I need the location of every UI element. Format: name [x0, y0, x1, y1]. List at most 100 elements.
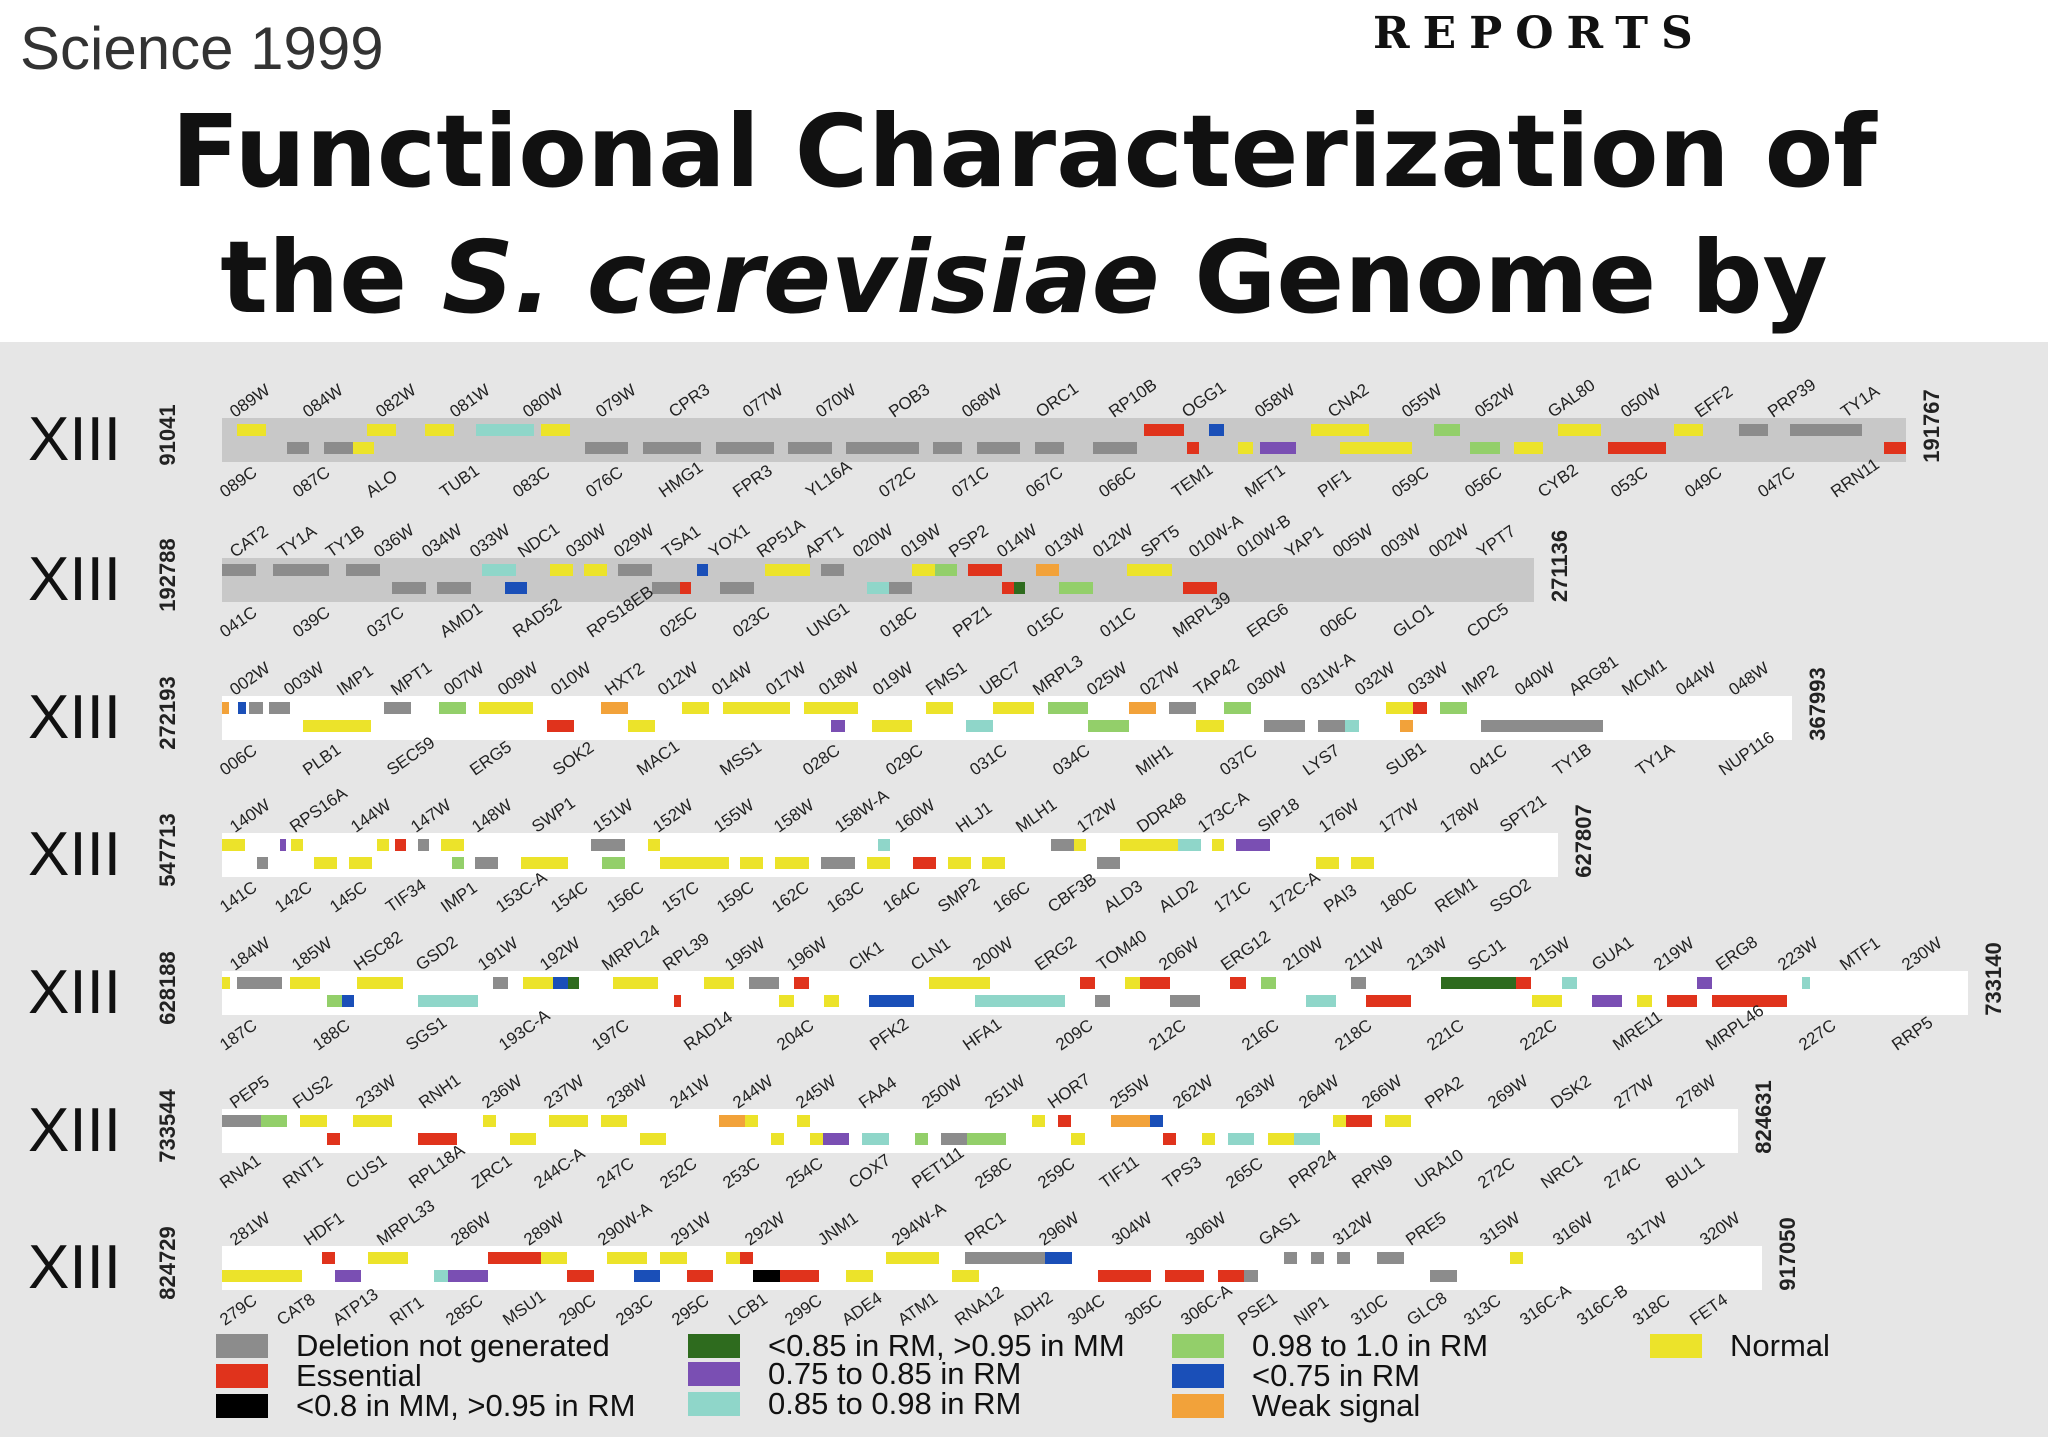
gene-segment: [1332, 1115, 1346, 1127]
gene-segment: [452, 857, 464, 869]
gene-segment: [1036, 564, 1059, 576]
gene-segment: [648, 839, 660, 851]
gene-label-top: HXT2: [601, 658, 648, 700]
gene-segment: [913, 857, 937, 869]
gene-label-top: 013W: [1041, 520, 1089, 562]
start-coordinate: 733544: [155, 1089, 180, 1163]
gene-segment: [348, 857, 372, 869]
gene-label-top: 003W: [279, 658, 328, 700]
legend-swatch: [688, 1392, 740, 1416]
legend-item: 0.98 to 1.0 in RM: [1172, 1328, 1488, 1364]
gene-segment: [1034, 442, 1064, 454]
gene-label-top: 219W: [1650, 933, 1698, 975]
gene-label-bottom: TUB1: [435, 460, 483, 502]
gene-label-bottom: 171C: [1210, 877, 1255, 917]
gene-label-top: GAS1: [1255, 1207, 1304, 1250]
gene-label-bottom: 087C: [289, 462, 334, 502]
gene-segment: [248, 1270, 302, 1282]
gene-label-bottom: 197C: [587, 1015, 632, 1055]
gene-label-top: 317W: [1622, 1208, 1671, 1250]
gene-label-top: 191W: [473, 933, 522, 975]
gene-segment: [1608, 442, 1667, 454]
gene-segment: [384, 702, 412, 714]
gene-segment: [447, 1270, 488, 1282]
gene-segment: [1230, 977, 1246, 989]
gene-segment: [673, 995, 682, 1007]
gene-label-top: 211W: [1340, 934, 1388, 975]
gene-label-top: 277W: [1609, 1071, 1658, 1113]
gene-label-top: 315W: [1475, 1208, 1524, 1250]
gene-label-bottom: 222C: [1516, 1015, 1561, 1055]
gene-label-top: MRPL33: [373, 1195, 439, 1250]
gene-label-bottom: 204C: [773, 1015, 818, 1055]
gene-label-top: 010W-A: [1185, 510, 1247, 562]
gene-label-top: 306W: [1181, 1208, 1230, 1250]
gene-segment: [1310, 424, 1369, 436]
gene-segment: [965, 1252, 1046, 1264]
gene-label-top: 158W-A: [831, 785, 893, 837]
gene-segment: [367, 424, 397, 436]
gene-segment: [1125, 977, 1141, 989]
gene-segment: [929, 977, 990, 989]
gene-label-top: 036W: [370, 520, 418, 562]
gene-label-top: MCM1: [1618, 655, 1671, 700]
gene-label-bottom: 247C: [593, 1153, 638, 1193]
gene-segment: [256, 857, 269, 869]
gene-segment: [1095, 995, 1111, 1007]
gene-label-top: 052W: [1471, 380, 1519, 422]
gene-label-top: 070W: [812, 380, 860, 422]
gene-label-bottom: SGS1: [402, 1012, 451, 1055]
gene-label-bottom: RPN9: [1348, 1150, 1397, 1193]
gene-label-top: 002W: [1424, 520, 1473, 562]
gene-segment: [659, 857, 729, 869]
gene-label-bottom: 031C: [965, 740, 1011, 780]
legend-swatch: [216, 1394, 268, 1418]
gene-segment: [222, 977, 230, 989]
gene-segment: [504, 582, 528, 594]
legend-item: Deletion not generated: [216, 1328, 610, 1364]
chromosome-track: [222, 833, 1558, 877]
gene-segment: [1120, 839, 1178, 851]
gene-segment: [845, 1270, 873, 1282]
gene-segment: [434, 1270, 448, 1282]
gene-segment: [613, 977, 659, 989]
gene-label-top: CAT2: [226, 521, 272, 562]
start-coordinate: 192788: [155, 538, 180, 612]
gene-segment: [778, 995, 794, 1007]
gene-segment: [862, 1133, 889, 1145]
gene-label-bottom: 049C: [1680, 462, 1726, 502]
gene-label-top: YPT7: [1472, 521, 1519, 562]
gene-label-bottom: IMP1: [437, 878, 481, 917]
gene-label-top: FUS2: [289, 1071, 336, 1113]
gene-label-top: 177W: [1375, 795, 1423, 837]
gene-segment: [567, 1270, 594, 1282]
gene-label-top: 040W: [1511, 658, 1559, 700]
gene-segment: [509, 1133, 536, 1145]
gene-label-top: 003W: [1376, 520, 1425, 562]
gene-segment: [1345, 720, 1359, 732]
gene-segment: [1259, 442, 1297, 454]
gene-label-top: 215W: [1526, 933, 1574, 975]
gene-label-bottom: MFT1: [1241, 460, 1289, 502]
gene-segment: [1430, 1270, 1457, 1282]
gene-label-top: POB3: [885, 379, 934, 422]
gene-label-bottom: 006C: [1316, 602, 1361, 642]
gene-label-top: SPT21: [1496, 790, 1550, 837]
gene-label-bottom: 034C: [1049, 740, 1094, 780]
gene-segment: [1413, 702, 1427, 714]
gene-segment: [911, 564, 935, 576]
gene-label-top: 014W: [708, 658, 756, 700]
gene-label-top: 010W-B: [1233, 510, 1295, 562]
gene-segment: [590, 839, 626, 851]
gene-segment: [1212, 839, 1224, 851]
section-label: REPORTS: [1373, 8, 1706, 59]
gene-segment: [740, 857, 764, 869]
gene-segment: [440, 839, 464, 851]
gene-segment: [793, 977, 809, 989]
gene-label-top: ARG81: [1565, 651, 1622, 700]
gene-segment: [1441, 977, 1517, 989]
gene-label-bottom: 083C: [509, 462, 554, 502]
gene-label-top: APT1: [801, 521, 848, 562]
gene-segment: [715, 442, 774, 454]
gene-label-top: SPT5: [1137, 521, 1183, 562]
